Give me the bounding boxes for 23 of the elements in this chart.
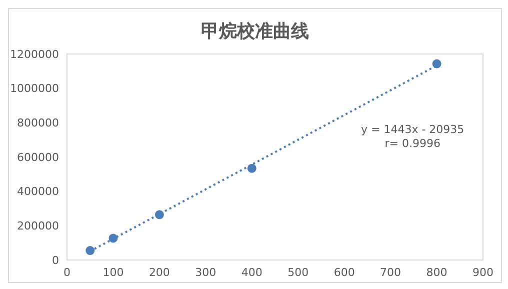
x-tick-label: 800: [426, 266, 448, 279]
y-tick-label: 1000000: [10, 82, 59, 96]
point: [432, 59, 442, 68]
y-tick-label: 600000: [17, 150, 59, 164]
x-tick-label: 900: [472, 266, 494, 279]
y-tick-label: 1200000: [10, 48, 59, 61]
x-tick-label: 0: [64, 266, 70, 279]
x-tick-label: 700: [380, 266, 402, 279]
y-tick-label: 800000: [17, 116, 59, 130]
x-tick-label: 500: [288, 266, 309, 279]
point: [247, 164, 256, 173]
x-tick-label: 400: [241, 266, 262, 279]
x-tick-label: 100: [102, 266, 124, 279]
chart-title: 甲烷校准曲线: [200, 20, 310, 44]
x-tick-label: 300: [195, 266, 216, 279]
y-tick-label: 200000: [17, 220, 59, 233]
x-tick-label: 600: [334, 266, 355, 279]
x-tick-label: 200: [148, 266, 170, 279]
annotation: y = 1443x - 20935: [361, 123, 464, 137]
y-tick-label: 0: [52, 254, 59, 267]
annotation: r= 0.9996: [384, 137, 442, 151]
point: [86, 246, 95, 256]
y-tick-label: 400000: [17, 185, 59, 198]
